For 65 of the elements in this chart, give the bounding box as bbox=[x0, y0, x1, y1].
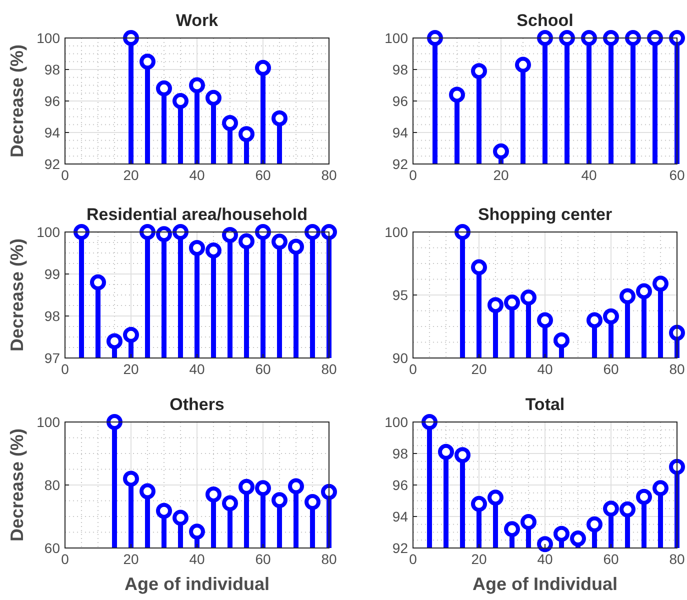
y-tick-label: 98 bbox=[44, 308, 60, 324]
x-tick-label: 80 bbox=[669, 551, 685, 567]
x-tick-label: 80 bbox=[669, 361, 685, 377]
y-tick-label: 95 bbox=[392, 286, 408, 303]
x-tick-label: 40 bbox=[189, 167, 205, 183]
x-tick-label: 40 bbox=[537, 551, 553, 567]
y-tick-label: 92 bbox=[44, 156, 60, 172]
x-tick-label: 20 bbox=[471, 551, 487, 567]
chart-title: Total bbox=[525, 395, 565, 414]
x-tick-label: 60 bbox=[669, 167, 685, 183]
y-tick-label: 100 bbox=[36, 30, 60, 46]
x-tick-label: 60 bbox=[255, 551, 271, 567]
y-tick-label: 90 bbox=[392, 350, 408, 366]
y-tick-label: 94 bbox=[392, 124, 408, 140]
y-tick-label: 100 bbox=[36, 224, 60, 240]
y-tick-label: 100 bbox=[384, 414, 408, 430]
y-tick-label: 94 bbox=[44, 124, 60, 140]
x-tick-label: 80 bbox=[321, 361, 337, 377]
y-tick-label: 100 bbox=[384, 30, 408, 46]
chart-title: Others bbox=[170, 395, 224, 414]
x-tick-label: 20 bbox=[123, 167, 139, 183]
x-tick-label: 0 bbox=[409, 167, 418, 183]
y-tick-label: 98 bbox=[392, 61, 408, 78]
y-tick-label: 100 bbox=[36, 414, 60, 430]
x-tick-label: 0 bbox=[61, 551, 70, 567]
x-tick-label: 80 bbox=[321, 167, 337, 183]
y-axis-title: Decrease (%) bbox=[7, 428, 27, 542]
x-tick-label: 0 bbox=[61, 167, 70, 183]
y-tick-label: 98 bbox=[44, 61, 60, 78]
x-tick-label: 40 bbox=[581, 167, 597, 183]
x-tick-label: 60 bbox=[603, 551, 619, 567]
x-tick-label: 0 bbox=[61, 361, 70, 377]
y-tick-label: 96 bbox=[392, 92, 408, 109]
x-axis-title: Age of Individual bbox=[472, 574, 618, 594]
x-tick-label: 40 bbox=[189, 551, 205, 567]
y-tick-label: 92 bbox=[392, 540, 408, 556]
x-tick-label: 20 bbox=[493, 167, 509, 183]
y-axis-title: Decrease (%) bbox=[7, 238, 27, 352]
chart-title: Work bbox=[176, 11, 219, 30]
y-tick-label: 96 bbox=[392, 476, 408, 493]
y-axis-title: Decrease (%) bbox=[7, 44, 27, 158]
y-tick-label: 96 bbox=[44, 92, 60, 109]
x-tick-label: 0 bbox=[409, 551, 418, 567]
y-tick-label: 98 bbox=[392, 445, 408, 462]
x-tick-label: 80 bbox=[321, 551, 337, 567]
x-tick-label: 20 bbox=[123, 361, 139, 377]
chart-title: School bbox=[516, 11, 574, 30]
x-tick-label: 40 bbox=[189, 361, 205, 377]
x-tick-label: 60 bbox=[603, 361, 619, 377]
x-tick-label: 60 bbox=[255, 167, 271, 183]
y-tick-label: 99 bbox=[44, 266, 60, 282]
y-tick-label: 60 bbox=[44, 540, 60, 556]
chart-title: Residential area/household bbox=[86, 205, 308, 224]
x-tick-label: 40 bbox=[537, 361, 553, 377]
y-tick-label: 100 bbox=[384, 224, 408, 240]
chart-title: Shopping center bbox=[478, 205, 612, 224]
y-tick-label: 97 bbox=[44, 350, 60, 366]
y-tick-label: 94 bbox=[392, 508, 408, 524]
y-tick-label: 80 bbox=[44, 476, 60, 493]
y-tick-label: 92 bbox=[392, 156, 408, 172]
x-tick-label: 20 bbox=[471, 361, 487, 377]
x-tick-label: 20 bbox=[123, 551, 139, 567]
x-tick-label: 0 bbox=[409, 361, 418, 377]
x-axis-title: Age of individual bbox=[124, 574, 270, 594]
x-tick-label: 60 bbox=[255, 361, 271, 377]
